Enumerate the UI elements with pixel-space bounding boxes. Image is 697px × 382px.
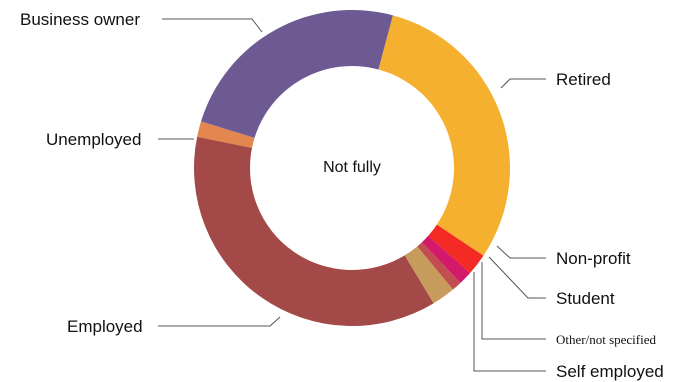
slice-student	[421, 235, 471, 283]
center-label: Not fully	[323, 159, 381, 176]
slice-other-not-specified	[417, 242, 461, 290]
leader-business-owner	[162, 18, 263, 33]
label-self-employed: Self employed	[556, 362, 664, 381]
leader-non-profit	[496, 245, 546, 259]
slice-unemployed	[197, 121, 255, 148]
label-non-profit: Non-profit	[556, 249, 631, 268]
slice-business-owner	[201, 9, 393, 138]
donut-slices	[194, 9, 511, 327]
leader-student	[488, 256, 546, 299]
label-other-not-specified: Other/not specified	[556, 332, 656, 347]
slice-non-profit	[428, 224, 484, 273]
slice-employed	[194, 136, 434, 327]
leader-employed	[158, 316, 281, 327]
leader-retired	[500, 78, 546, 89]
slice-self-employed	[404, 246, 453, 304]
label-retired: Retired	[556, 70, 611, 89]
leader-other	[481, 262, 546, 340]
label-student: Student	[556, 289, 615, 308]
label-business-owner: Business owner	[20, 10, 140, 29]
label-employed: Employed	[67, 317, 143, 336]
leader-self-employed	[473, 272, 546, 372]
label-unemployed: Unemployed	[46, 130, 141, 149]
slice-retired	[378, 15, 511, 256]
